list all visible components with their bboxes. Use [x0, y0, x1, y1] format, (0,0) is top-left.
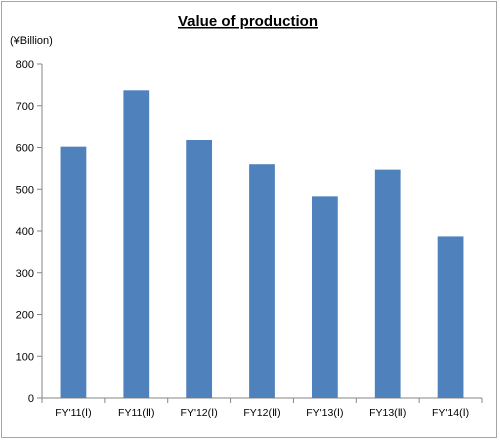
x-tick-label: FY'11(Ⅰ)	[55, 407, 91, 419]
bars	[60, 90, 464, 399]
y-tick-label: 700	[16, 101, 34, 113]
x-tick-label: FY13(Ⅱ)	[369, 407, 406, 419]
bar	[123, 90, 150, 399]
y-tick-label: 500	[16, 184, 34, 196]
y-tick-label: 400	[16, 226, 34, 238]
y-unit-label: (¥Billion)	[10, 35, 53, 47]
bar	[374, 169, 401, 398]
bar	[60, 146, 87, 398]
x-tick-label: FY'13(Ⅰ)	[306, 407, 343, 419]
x-tick-label: FY12(Ⅱ)	[243, 407, 280, 419]
x-axis: FY'11(Ⅰ) FY11(Ⅱ) FY'12(Ⅰ) FY12(Ⅱ) FY'13(Ⅰ) FY…	[41, 397, 483, 419]
y-tick-label: 800	[16, 59, 34, 71]
y-tick-label: 100	[16, 351, 34, 363]
bar	[186, 139, 213, 399]
x-tick-label: FY'14(Ⅰ)	[432, 407, 469, 419]
y-tick-label: 600	[16, 143, 34, 155]
bar	[311, 196, 338, 398]
bar	[437, 236, 464, 398]
chart-title: Value of production	[178, 13, 318, 30]
bar	[249, 164, 275, 398]
y-tick-label: 200	[16, 310, 34, 322]
x-tick-label: FY11(Ⅱ)	[118, 407, 154, 419]
y-tick-label: 0	[28, 393, 34, 405]
y-tick-label: 300	[16, 268, 34, 280]
y-axis: 0 100 200 300 400 500 600 700 800	[16, 59, 43, 405]
x-tick-label: FY'12(Ⅰ)	[181, 407, 218, 419]
